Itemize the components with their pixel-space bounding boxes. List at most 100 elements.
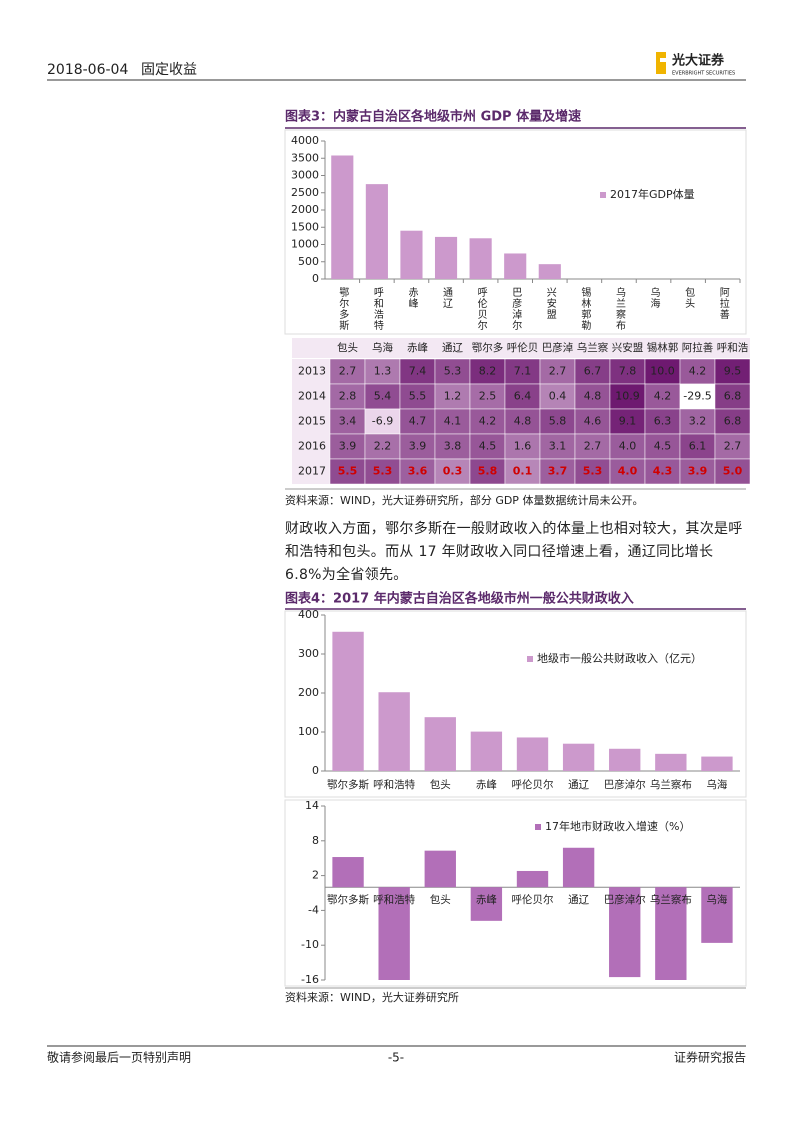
logo-icon <box>656 52 666 74</box>
x-tick-label: 鄂尔多斯 <box>327 893 369 906</box>
footer-left: 敬请参阅最后一页特别声明 <box>47 1050 191 1065</box>
table-row-label: 2013 <box>298 365 326 378</box>
table-value: -6.9 <box>372 415 393 428</box>
bar <box>378 692 410 771</box>
table-value: 4.8 <box>584 390 602 403</box>
y-tick-label: 500 <box>298 255 319 268</box>
table-cell <box>574 408 611 435</box>
table-value: 7.4 <box>409 365 427 378</box>
bar <box>504 253 527 279</box>
x-tick-label: 巴彦淖尔 <box>510 287 522 331</box>
bar <box>331 155 354 279</box>
chart-frame <box>284 129 747 335</box>
y-tick-label: 8 <box>312 834 319 847</box>
table-value: 0.3 <box>443 465 463 478</box>
x-tick-label: 乌海 <box>648 286 660 309</box>
table-cell <box>329 458 366 485</box>
figure-title: 图表3：内蒙古自治区各地级市州 GDP 体量及增速 <box>285 109 581 125</box>
bar <box>562 743 595 771</box>
bar <box>365 184 388 279</box>
table-value: 5.5 <box>338 465 358 478</box>
table-value: 5.0 <box>723 465 743 478</box>
table-value: 7.8 <box>619 365 637 378</box>
table-value: 4.2 <box>654 390 672 403</box>
x-tick-label: 呼伦贝尔 <box>475 287 487 331</box>
table-cell <box>364 458 401 485</box>
x-tick-label: 鄂尔多斯 <box>327 778 369 791</box>
table-cell <box>469 383 506 410</box>
table-value: 3.9 <box>409 440 427 453</box>
table-cell <box>574 458 611 485</box>
table-value: 6.1 <box>689 440 707 453</box>
table-header: 乌兰察 <box>577 341 609 354</box>
legend-label: 17年地市财政收入增速（%） <box>545 819 690 833</box>
table-value: 4.1 <box>444 415 462 428</box>
x-tick-label: 呼和浩特 <box>371 287 383 331</box>
table-cell <box>609 458 646 485</box>
y-tick-label: 100 <box>298 725 319 738</box>
bar <box>378 887 410 980</box>
table-cell <box>714 433 751 460</box>
y-tick-label: 400 <box>298 608 319 621</box>
x-tick-label: 赤峰 <box>406 287 418 309</box>
table-cell <box>574 383 611 410</box>
table-value: 2.8 <box>339 390 357 403</box>
table-value: 4.2 <box>689 365 707 378</box>
bar <box>562 847 595 888</box>
bar <box>609 748 641 771</box>
table-value: 2.5 <box>479 390 497 403</box>
table-value: 4.8 <box>514 415 532 428</box>
table-value: 3.6 <box>408 465 428 478</box>
y-tick-label: 0 <box>312 272 319 285</box>
x-tick-label: 鄂尔多斯 <box>337 287 349 331</box>
table-cell <box>469 358 506 385</box>
x-tick-label: 赤峰 <box>476 779 497 791</box>
x-tick-label: 乌兰察布 <box>650 893 692 906</box>
table-value: 1.2 <box>444 390 462 403</box>
table-cell <box>644 458 681 485</box>
table-row-label: 2015 <box>298 415 326 428</box>
table-header: 乌海 <box>372 341 393 354</box>
table-value: 9.1 <box>619 415 637 428</box>
bar <box>516 870 549 888</box>
bar <box>424 717 456 771</box>
bar <box>332 857 364 888</box>
bar <box>701 887 733 943</box>
table-cell <box>539 358 576 385</box>
table-cell <box>329 433 366 460</box>
table-header: 赤峰 <box>407 342 428 354</box>
bar <box>469 238 492 279</box>
table-cell <box>609 383 646 410</box>
table-row-label: 2014 <box>298 390 326 403</box>
source: 资料来源：WIND，光大证券研究所 <box>285 990 459 1004</box>
legend-swatch <box>535 824 541 830</box>
table-header: 锡林郭 <box>647 341 679 354</box>
table-value: 3.9 <box>339 440 357 453</box>
y-tick-label: -10 <box>301 938 319 951</box>
x-tick-label: 呼伦贝尔 <box>512 893 554 906</box>
table-value: 4.3 <box>653 465 673 478</box>
bar <box>655 753 687 771</box>
table-cell <box>609 358 646 385</box>
table-value: 4.2 <box>479 415 497 428</box>
y-tick-label: 3500 <box>291 151 319 164</box>
x-tick-label: 巴彦淖尔 <box>604 778 646 791</box>
y-tick-label: 1000 <box>291 238 319 251</box>
table-cell <box>364 383 401 410</box>
x-tick-label: 兴安盟 <box>544 287 556 320</box>
bar <box>701 756 733 771</box>
y-tick-label: 200 <box>298 686 319 699</box>
bar <box>516 737 549 771</box>
table-header: 包头 <box>337 341 358 354</box>
table-cell <box>539 408 576 435</box>
y-tick-label: 0 <box>312 764 319 777</box>
table-cell <box>679 433 716 460</box>
x-tick-label: 通辽 <box>568 779 589 791</box>
table-cell <box>399 458 436 485</box>
bar <box>538 264 561 279</box>
source: 资料来源：WIND，光大证券研究所，部分 GDP 体量数据统计局未公开。 <box>285 493 643 507</box>
x-tick-label: 阿拉善 <box>717 287 729 320</box>
table-cell <box>469 408 506 435</box>
logo-sub: EVERBRIGHT SECURITIES <box>672 71 735 77</box>
